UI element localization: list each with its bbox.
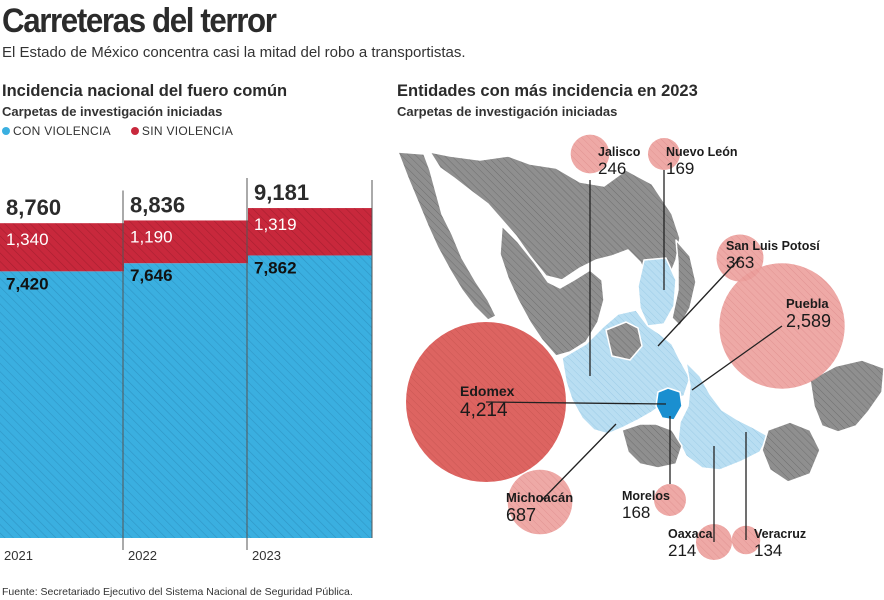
bubble-morelos [654,484,686,516]
x-tick-2021: 2021 [4,548,33,563]
bar-sin-violencia-2023 [248,208,372,256]
bar-sin-violencia-2021 [0,223,124,272]
leader-slp [657,257,741,347]
bubble-name-nuevo-leon: Nuevo León [666,145,738,159]
bubble-name-edomex: Edomex [460,383,515,399]
map-san-luis-potosi [637,257,677,327]
label-con-violencia-2023: 7,862 [254,258,297,277]
bar-chart-subtitle: Carpetas de investigación iniciadas [2,104,223,119]
bar-sin-violencia-2022 [124,220,248,264]
bubble-value-morelos: 168 [622,503,650,522]
map-tamaulipas [671,239,697,327]
map-yucatan [809,359,884,433]
bubble-jalisco [570,134,610,174]
bar-con-violencia-2021 [0,271,124,538]
bubble-value-puebla: 2,589 [786,311,831,331]
bubble-value-edomex: 4,214 [460,400,508,421]
bubble-value-michoacan: 687 [506,505,536,525]
legend-item-sin-violencia: SIN VIOLENCIA [130,124,234,138]
map-subtitle: Carpetas de investigación iniciadas [397,104,618,119]
bubble-name-michoacan: Michoacán [506,490,573,505]
bubble-value-oaxaca: 214 [668,541,696,560]
legend-dot-sin-violencia [130,127,139,135]
leader-michoacan [539,423,617,503]
bubble-value-san-luis-potosi: 363 [726,253,754,272]
bar-con-violencia-2023 [248,255,372,538]
map-northern-states [429,151,681,281]
leader-edomex [485,401,667,405]
bubble-value-veracruz: 134 [754,541,782,560]
x-tick-2023: 2023 [252,548,281,563]
bubble-nuevo-leon [647,137,681,171]
label-sin-violencia-2022: 1,190 [130,227,173,246]
label-sin-violencia-2021: 1,340 [6,230,49,249]
label-con-violencia-2021: 7,420 [6,274,49,293]
label-sin-violencia-2023: 1,319 [254,215,297,234]
bar-chart-legend: CON VIOLENCIA SIN VIOLENCIA [2,124,233,138]
bubble-name-veracruz: Veracruz [754,527,806,541]
bubble-name-oaxaca: Oaxaca [668,527,714,541]
map-edomex [655,387,683,421]
bubble-value-jalisco: 246 [598,159,626,178]
leader-puebla [691,325,783,391]
label-total-2022: 8,836 [130,192,185,217]
label-total-2021: 8,760 [6,195,61,220]
bubble-value-nuevo-leon: 169 [666,159,694,178]
stacked-bar-chart: 7,420 1,340 8,760 2021 7,646 1,190 8,836 2022 7,… [0,178,373,563]
page-subtitle: El Estado de México concentra casi la mi… [2,44,466,61]
bubble-name-puebla: Puebla [786,296,829,311]
bubble-name-jalisco: Jalisco [598,145,641,159]
map-title: Entidades con más incidencia en 2023 [397,82,698,100]
legend-label-con-violencia: CON VIOLENCIA [13,124,111,138]
label-con-violencia-2022: 7,646 [130,266,173,285]
legend-item-con-violencia: CON VIOLENCIA [2,124,111,138]
page-title: Carreteras del terror [2,2,277,40]
x-tick-2022: 2022 [128,548,157,563]
bubble-name-san-luis-potosi: San Luis Potosí [726,239,820,253]
map-guerrero [621,423,683,469]
map-west-central [499,225,605,357]
map-baja-california [397,151,497,321]
map-bajio [605,321,643,361]
bar-con-violencia-2022 [124,263,248,538]
legend-label-sin-violencia: SIN VIOLENCIA [141,124,234,138]
label-total-2023: 9,181 [254,180,309,205]
legend-dot-con-violencia [2,127,10,135]
source-note: Fuente: Secretariado Ejecutivo del Siste… [2,586,353,598]
map-chiapas [761,421,821,483]
bubble-name-morelos: Morelos [622,489,670,503]
bar-chart-title: Incidencia nacional del fuero común [2,82,288,100]
